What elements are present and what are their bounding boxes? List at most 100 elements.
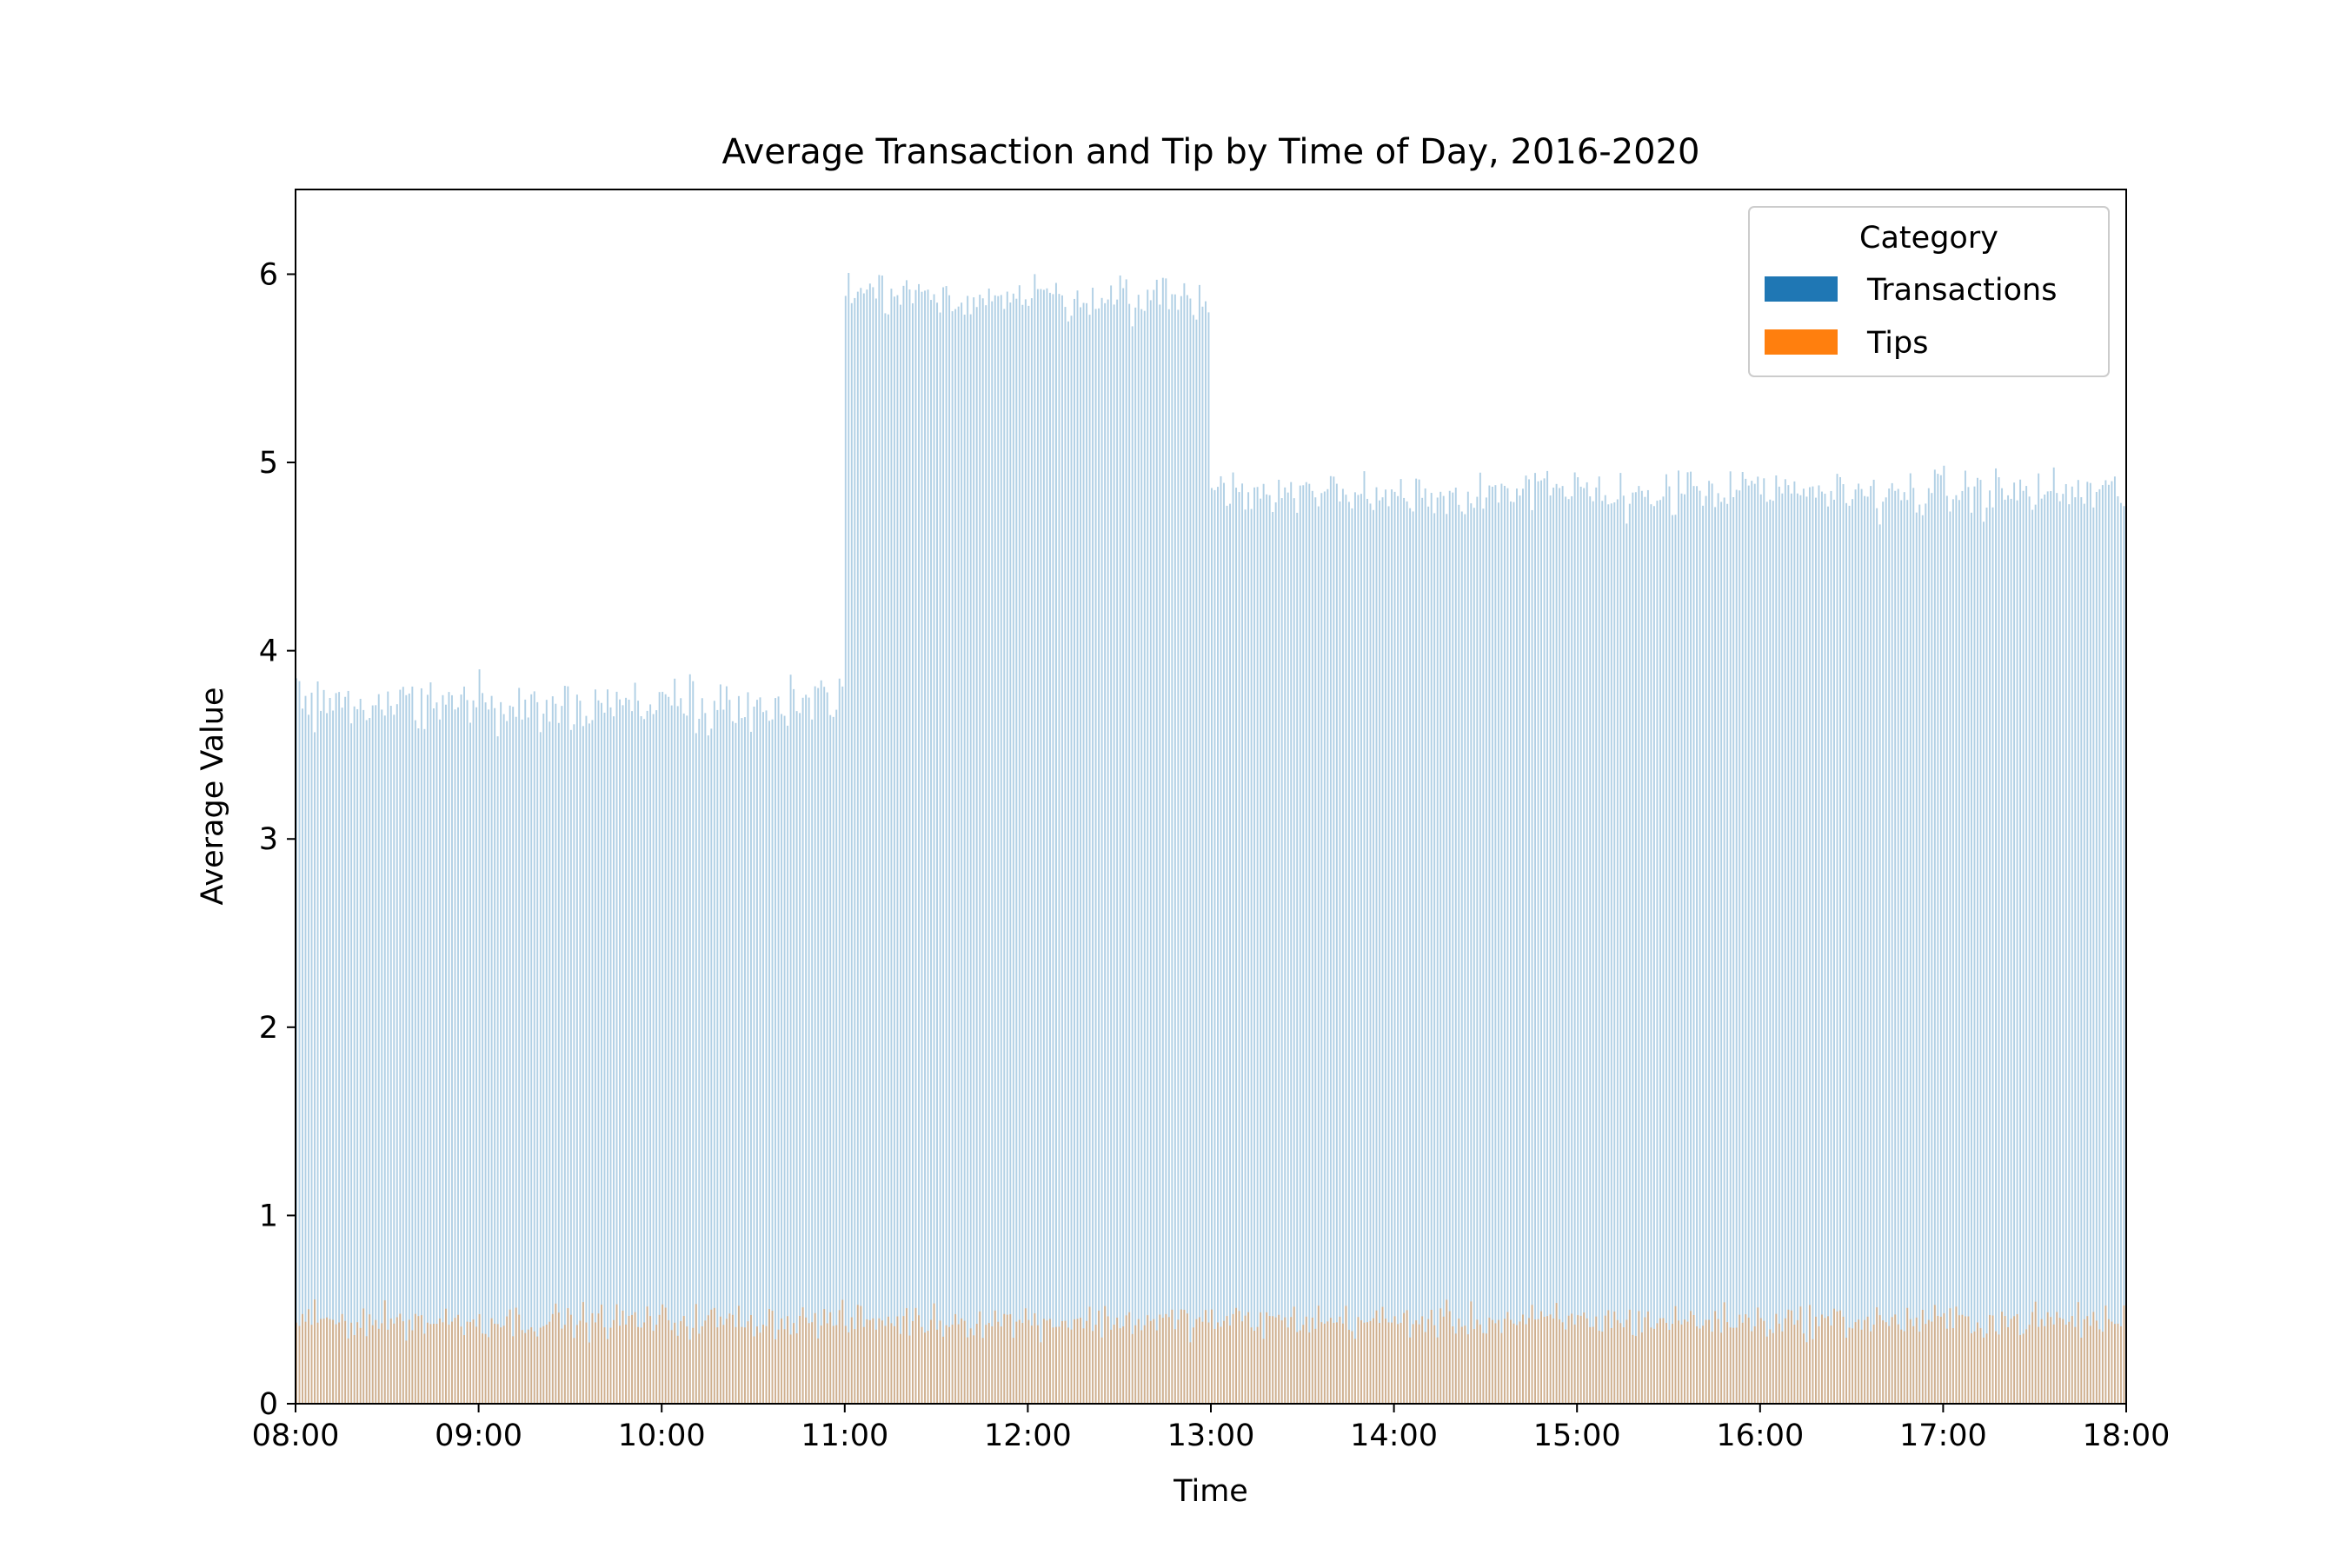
bar-tips <box>1253 1331 1256 1404</box>
bar-transactions <box>838 678 841 1404</box>
bar-tips <box>448 1325 450 1404</box>
bar-tips <box>1802 1333 1805 1404</box>
bar-transactions <box>1854 489 1857 1405</box>
bar-tips <box>893 1325 895 1404</box>
bar-transactions <box>1939 475 1942 1404</box>
bar-tips <box>1519 1321 1521 1404</box>
bar-tips <box>542 1325 545 1404</box>
bar-transactions <box>1339 501 1341 1405</box>
bar-transactions <box>1167 309 1170 1404</box>
bar-tips <box>1784 1318 1786 1404</box>
bar-transactions <box>945 286 947 1404</box>
bar-tips <box>1812 1339 1814 1404</box>
bar-transactions <box>613 716 615 1404</box>
bar-tips <box>1153 1319 1155 1404</box>
bar-tips <box>854 1329 856 1404</box>
bar-transactions <box>1241 483 1244 1404</box>
bar-tips <box>536 1336 539 1404</box>
bar-tips <box>377 1328 380 1404</box>
bar-tips <box>881 1320 883 1404</box>
bar-tips <box>1320 1322 1323 1404</box>
bar-transactions <box>994 295 996 1404</box>
bar-tips <box>936 1329 939 1404</box>
bar-transactions <box>524 699 527 1404</box>
bar-transactions <box>377 694 380 1404</box>
x-tick-label: 11:00 <box>801 1419 888 1453</box>
bar-transactions <box>924 290 926 1404</box>
bar-tips <box>539 1327 542 1404</box>
bar-tips <box>1155 1330 1158 1404</box>
bar-transactions <box>1765 502 1768 1404</box>
bar-transactions <box>1323 491 1326 1404</box>
bar-transactions <box>1864 495 1866 1405</box>
bar-transactions <box>817 688 820 1404</box>
bar-transactions <box>747 692 749 1404</box>
bar-tips <box>1086 1320 1088 1404</box>
bar-tips <box>603 1327 606 1404</box>
bar-transactions <box>969 314 972 1405</box>
y-tick-label: 5 <box>259 446 278 481</box>
bar-tips <box>1278 1314 1280 1404</box>
bar-transactions <box>643 719 646 1404</box>
bar-tips <box>747 1321 749 1404</box>
bar-transactions <box>801 697 804 1404</box>
bar-transactions <box>631 711 634 1404</box>
bar-tips <box>1778 1323 1780 1404</box>
bar-transactions <box>601 702 602 1404</box>
bar-tips <box>640 1327 642 1404</box>
bar-transactions <box>1107 299 1109 1404</box>
bar-tips <box>1021 1323 1024 1404</box>
bar-tips <box>1933 1305 1936 1404</box>
bar-transactions <box>448 692 450 1404</box>
bar-tips <box>1247 1312 1250 1404</box>
bar-transactions <box>1787 485 1790 1404</box>
bar-tips <box>841 1299 844 1404</box>
bar-transactions <box>1732 497 1735 1404</box>
bar-tips <box>1424 1332 1426 1404</box>
bar-transactions <box>383 715 386 1404</box>
y-tick-label: 2 <box>259 1011 278 1046</box>
bar-transactions <box>1058 294 1060 1404</box>
legend-label-transactions: Transactions <box>1866 273 2057 308</box>
bar-tips <box>1174 1329 1176 1404</box>
bar-transactions <box>1577 477 1579 1404</box>
bar-tips <box>1579 1315 1582 1404</box>
bar-tips <box>521 1330 523 1404</box>
bar-tips <box>1927 1319 1930 1404</box>
bar-tips <box>2089 1325 2091 1404</box>
bar-tips <box>310 1325 313 1404</box>
bar-transactions <box>1549 495 1552 1404</box>
bar-transactions <box>591 720 594 1404</box>
bar-tips <box>701 1325 703 1404</box>
bar-tips <box>805 1317 808 1404</box>
bar-transactions <box>1250 508 1253 1404</box>
bar-tips <box>1723 1302 1725 1404</box>
bar-tips <box>838 1310 841 1404</box>
bar-transactions <box>899 304 901 1405</box>
bar-transactions <box>344 696 347 1404</box>
bar-transactions <box>1927 488 1930 1404</box>
bar-tips <box>1528 1318 1530 1404</box>
bar-transactions <box>1646 489 1649 1405</box>
bar-transactions <box>494 708 496 1404</box>
y-tick-label: 1 <box>259 1199 278 1233</box>
bar-transactions <box>2050 491 2052 1404</box>
bar-transactions <box>1723 497 1725 1404</box>
bar-tips <box>961 1318 963 1404</box>
bar-transactions <box>981 298 984 1405</box>
bar-tips <box>1454 1333 1457 1404</box>
bar-tips <box>948 1326 951 1404</box>
bar-tips <box>619 1325 621 1404</box>
bar-tips <box>1094 1325 1097 1404</box>
bar-transactions <box>1812 486 1814 1404</box>
bar-tips <box>670 1330 673 1404</box>
bar-transactions <box>1540 480 1543 1405</box>
bar-tips <box>1732 1327 1735 1404</box>
bar-tips <box>1293 1306 1295 1404</box>
bar-tips <box>1552 1318 1555 1404</box>
bar-tips <box>1848 1327 1851 1404</box>
bar-transactions <box>1098 308 1100 1405</box>
bar-tips <box>1217 1322 1219 1404</box>
bar-transactions <box>1778 486 1780 1405</box>
bar-tips <box>1632 1334 1634 1404</box>
